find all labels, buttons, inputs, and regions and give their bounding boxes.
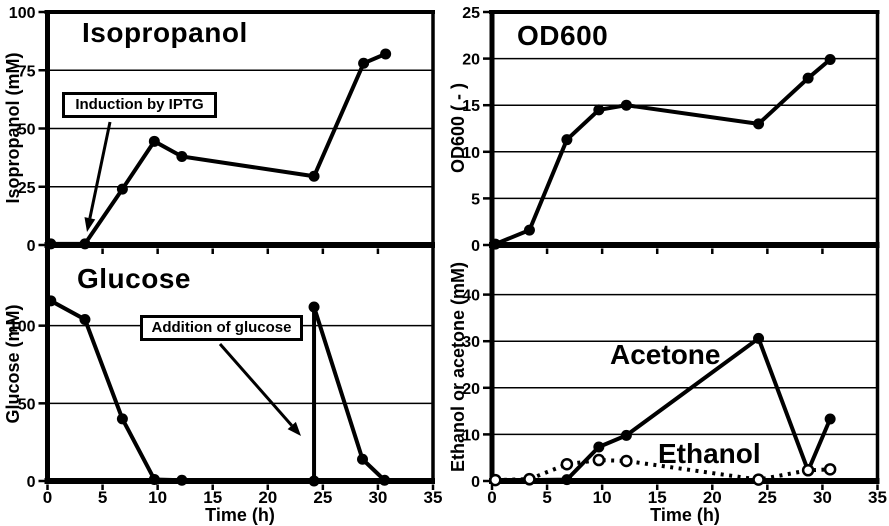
x-axis-tick-label: 10 [148,488,167,507]
glucose-annotation-arrow-line [218,343,293,427]
glucose-data-point-marker [308,475,320,487]
y-axis-tick-label: 0 [471,238,480,255]
y-axis-tick-label: 50 [18,396,36,413]
x-axis-tick-label: 30 [813,488,832,507]
glucose-y-axis-label: Glucose (mM) [3,304,23,424]
od600-panel-title: OD600 [517,20,609,51]
od600-data-point-marker [620,99,632,111]
x-axis-tick-label: 5 [98,488,107,507]
y-axis-tick-label: 75 [18,63,36,80]
ethanol-data-point-marker [823,463,837,476]
glucose-data-point-marker [148,473,160,485]
y-axis-tick-label: 20 [462,52,480,69]
ethanol-data-point-marker [620,454,633,468]
x-axis-tick-label: 10 [593,488,612,507]
isopropanol-data-point-marker [148,135,160,147]
y-axis-tick-label: 0 [471,474,480,491]
ethanol-acetone-y-axis-label: Ethanol or acetone (mM) [448,261,468,473]
glucose-data-point-marker [308,301,320,313]
x-axis-tick-label: 15 [648,488,667,507]
iptg-induction-annotation: Induction by IPTG [62,92,217,118]
od600-data-point-marker [593,104,605,116]
glucose-data-point-marker [357,453,369,465]
glucose-panel-title: Glucose [77,263,191,294]
acetone-data-point-marker [561,474,573,486]
od600-y-axis-label: OD600 ( - ) [448,82,468,174]
acetone-data-point-marker [753,332,765,344]
y-axis-tick-label: 20 [462,381,480,398]
y-axis-tick-label: 0 [27,474,36,491]
acetone-data-point-marker [620,429,632,441]
y-axis-tick-label: 100 [9,5,36,22]
x-axis-tick-label: 30 [368,488,387,507]
x-axis-tick-label: 20 [258,488,277,507]
x-axis-tick-label: 35 [424,488,443,507]
ethanol-data-point-marker [560,457,574,471]
isopropanol-series-line [50,52,387,246]
glucose-data-point-marker [176,474,188,486]
y-axis-tick-label: 10 [462,145,480,162]
right-x-axis-label: Time (h) [650,505,720,525]
y-axis-tick-label: 0 [27,238,36,255]
isopropanol-data-point-marker [176,150,188,162]
ethanol-data-point-marker [592,453,606,467]
x-axis-tick-label: 20 [703,488,722,507]
x-axis-tick-label: 25 [313,488,332,507]
od600-data-point-marker [753,118,765,130]
y-axis-tick-label: 25 [18,180,36,197]
isopropanol-data-point-marker [79,238,91,250]
ethanol-data-point-marker [801,464,815,477]
y-axis-tick-label: 100 [9,319,36,336]
glucose-data-point-marker [45,295,57,307]
ethanol-data-point-marker [523,472,536,486]
y-axis-tick-label: 10 [462,427,480,444]
isopropanol-data-point-marker [308,170,320,182]
glucose-data-point-marker [379,474,391,486]
y-axis-tick-label: 25 [462,5,480,22]
x-axis-tick-label: 0 [43,488,52,507]
acetone-series-line [495,335,832,483]
y-axis-tick-label: 30 [462,334,480,351]
isopropanol-data-point-marker [116,183,128,195]
glucose-annotation-arrow-head [287,421,301,436]
isopropanol-annotation-arrow-head [84,217,96,232]
left-x-axis-label: Time (h) [205,505,275,525]
ethanol-series-label: Ethanol [658,438,761,469]
od600-data-point-marker [489,238,501,250]
isopropanol-panel-title: Isopropanol [82,17,248,48]
od600-series-line [494,58,832,246]
glucose-data-point-marker [116,413,128,425]
od600-data-point-marker [523,224,535,236]
y-axis-tick-label: 15 [462,98,480,115]
glucose-addition-annotation: Addition of glucose [140,315,303,341]
x-axis-tick-label: 35 [868,488,887,507]
y-axis-tick-label: 50 [18,122,36,139]
isopropanol-data-point-marker [45,238,57,250]
isopropanol-annotation-arrow-line [88,121,112,219]
isopropanol-data-point-marker [358,57,370,69]
ethanol-data-point-marker [752,473,765,486]
acetone-data-point-marker [824,413,836,425]
acetone-series-label: Acetone [610,339,721,370]
isopropanol-data-point-marker [380,48,392,60]
glucose-data-point-marker [79,313,91,325]
ethanol-data-point-marker [489,473,502,487]
od600-data-point-marker [824,54,836,66]
ethanol-series-line [495,458,831,483]
x-axis-tick-label: 15 [203,488,222,507]
od600-data-point-marker [802,72,814,84]
x-axis-tick-label: 5 [542,488,551,507]
x-axis-tick-label: 25 [758,488,777,507]
x-axis-tick-label: 0 [487,488,496,507]
od600-data-point-marker [561,134,573,146]
y-axis-tick-label: 5 [471,191,480,208]
y-axis-tick-label: 40 [462,288,480,305]
isopropanol-y-axis-label: Isopropanol (mM) [3,52,23,204]
acetone-data-point-marker [593,441,605,453]
